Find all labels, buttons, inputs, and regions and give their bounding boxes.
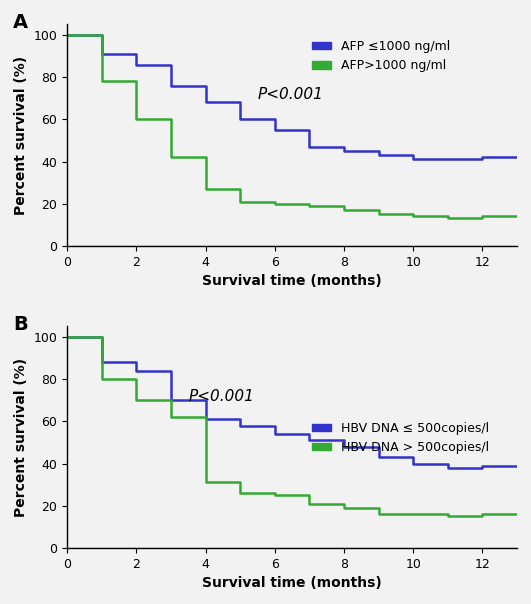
Text: A: A <box>13 13 28 33</box>
X-axis label: Survival time (months): Survival time (months) <box>202 576 382 590</box>
X-axis label: Survival time (months): Survival time (months) <box>202 274 382 288</box>
Text: P<0.001: P<0.001 <box>188 388 254 403</box>
Y-axis label: Percent survival (%): Percent survival (%) <box>14 56 28 214</box>
Text: P<0.001: P<0.001 <box>258 86 323 101</box>
Legend: HBV DNA ≤ 500copies/l, HBV DNA > 500copies/l: HBV DNA ≤ 500copies/l, HBV DNA > 500copi… <box>307 417 494 459</box>
Legend: AFP ≤1000 ng/ml, AFP>1000 ng/ml: AFP ≤1000 ng/ml, AFP>1000 ng/ml <box>307 35 455 77</box>
Y-axis label: Percent survival (%): Percent survival (%) <box>14 358 28 516</box>
Text: B: B <box>13 315 28 335</box>
